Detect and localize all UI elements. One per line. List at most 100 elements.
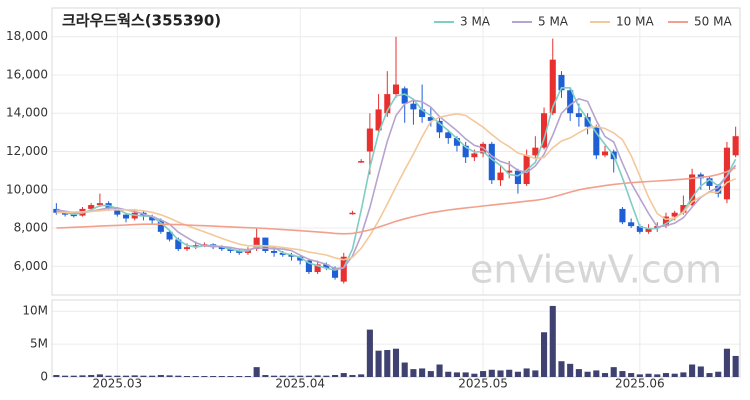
volume-bar [384,350,391,377]
volume-bar [514,371,521,377]
volume-bar [427,371,434,377]
candle-body [323,264,330,269]
volume-bar [88,375,95,377]
candle-body [384,94,391,114]
candle-body [227,249,234,251]
candle-body [462,145,469,158]
candle-body [175,239,182,250]
volume-bar [445,371,452,377]
legend-label: 50 MA [694,15,732,29]
volume-bar [297,375,304,377]
candle-body [122,214,130,219]
candle-body [488,143,495,181]
volume-bar [262,375,269,377]
candle-body [271,250,278,253]
volume-bar [105,375,112,377]
volume-bar [244,376,251,377]
volume-bar [662,373,670,377]
candle-body [497,172,504,181]
candle-body [567,90,574,114]
y-tick-label: 16,000 [6,67,48,81]
volume-bar [96,374,103,377]
volume-bar [628,373,635,377]
volume-bar [131,375,138,377]
volume-bar [671,373,678,377]
volume-bar [279,375,286,377]
x-tick-label: 2025.06 [615,377,665,391]
volume-bar [532,370,539,377]
candle-body [680,205,687,213]
candle-body [706,178,713,186]
candle-body [62,212,69,215]
volume-bar [366,329,373,377]
candle-body [427,117,434,121]
volume-tick-label: 0 [40,370,48,384]
candle-body [340,256,347,282]
candle-body [506,170,513,173]
volume-bar [593,370,600,377]
volume-bar [541,332,548,377]
candle-body [314,264,321,273]
volume-bar [331,375,339,377]
volume-bar [201,376,208,377]
candle-body [236,250,243,253]
volume-bar [375,350,382,377]
volume-bar [288,375,295,377]
candle-body [166,231,173,240]
volume-bar [453,372,461,377]
volume-bar [732,355,739,377]
candle-body [331,268,339,278]
candle-body [662,216,670,227]
y-tick-label: 10,000 [6,182,48,196]
candle-body [601,151,609,156]
volume-bar [488,369,495,377]
volume-bar [192,376,199,377]
volume-bar [53,375,60,377]
candle-body [192,245,199,248]
volume-bar [506,369,513,377]
volume-bar [392,348,400,377]
candle-body [53,208,60,213]
volume-bar [471,373,478,377]
legend-label: 10 MA [616,15,654,29]
candle-body [218,247,225,250]
candle-body [689,174,696,206]
candle-body [671,212,678,217]
candle-body [723,147,730,200]
volume-bar [114,375,121,377]
ma-line [56,112,736,261]
candle-body [375,109,382,131]
ma-line [56,167,736,235]
candle-body [584,117,591,127]
volume-bar [175,375,182,377]
volume-bar [340,373,347,377]
volume-bar [166,375,173,377]
volume-bar [558,361,565,377]
candle-body [419,109,426,118]
candle-body [549,59,556,114]
candle-body [410,103,417,110]
candle-body [183,247,191,250]
candle-body [401,88,408,104]
volume-bar [636,374,643,377]
y-tick-label: 6,000 [14,259,48,273]
volume-bar [689,364,696,377]
volume-bar [654,374,661,377]
y-tick-label: 18,000 [6,29,48,43]
volume-bar [410,369,417,377]
candle-body [514,170,521,185]
candle-body [532,147,539,156]
volume-bar [697,366,704,377]
candle-body [436,120,443,133]
volume-bar [349,375,356,377]
volume-bar [157,375,164,377]
volume-bar [723,348,730,377]
candle-body [628,222,635,227]
candle-body [297,256,304,261]
volume-bar [680,372,687,377]
volume-bar [271,375,278,377]
chart-title: 크라우드웍스(355390) [62,12,221,30]
candle-body [541,113,548,148]
volume-bar [462,372,469,377]
candle-body [114,207,121,215]
